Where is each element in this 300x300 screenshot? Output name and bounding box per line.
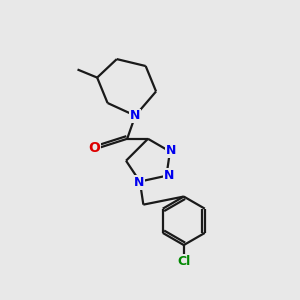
Text: O: O (88, 141, 100, 155)
Text: N: N (166, 144, 176, 157)
Text: Cl: Cl (177, 255, 190, 268)
Text: N: N (164, 169, 174, 182)
Text: N: N (130, 109, 140, 122)
Text: N: N (134, 176, 145, 189)
